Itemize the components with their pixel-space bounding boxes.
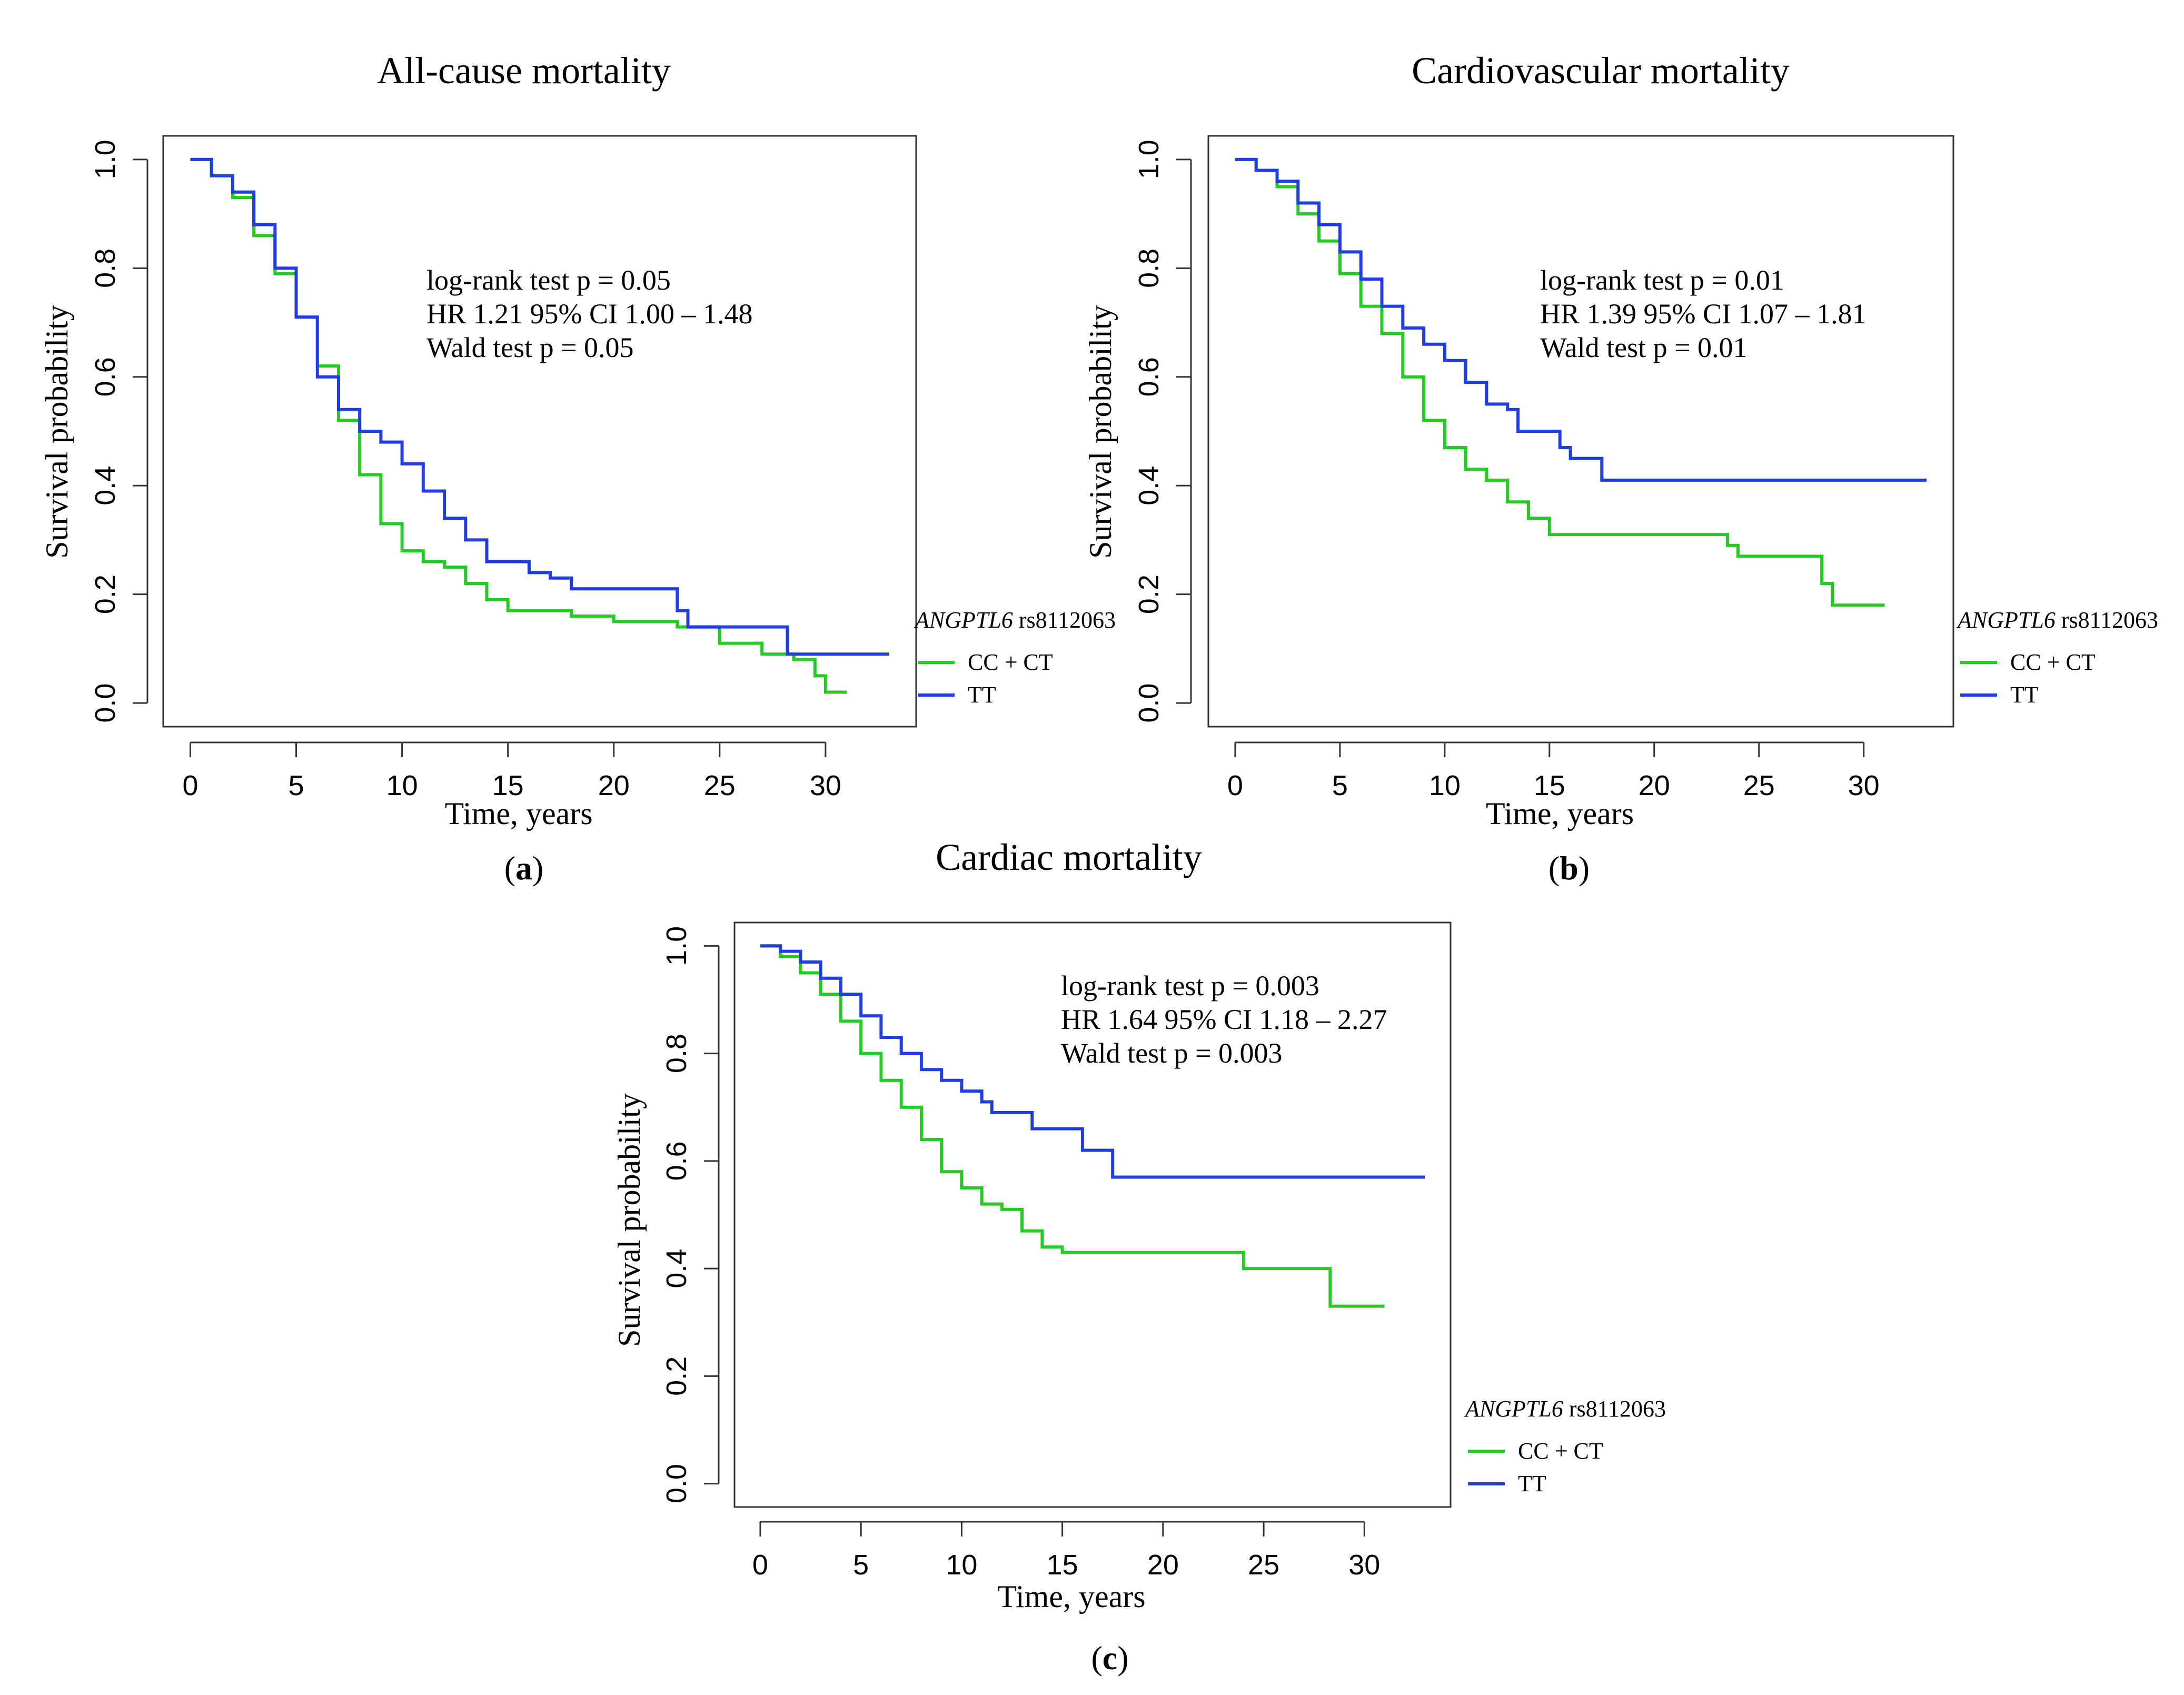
x-tick-label: 5	[853, 1549, 869, 1581]
plot-frame	[162, 135, 917, 728]
legend-entry: TT	[1518, 1471, 1546, 1496]
legend-entry: CC + CT	[968, 649, 1053, 675]
y-tick-label: 0.8	[661, 1034, 692, 1073]
series-line-cc-ct	[1235, 157, 1885, 607]
y-tick-label: 0.4	[661, 1249, 692, 1288]
legend: ANGPTL6 rs8112063 CC + CT TT	[1464, 1396, 1666, 1496]
chart-title: Cardiac mortality	[936, 836, 1202, 878]
y-tick-label: 0.2	[1133, 574, 1165, 614]
panel-label: (b)	[1548, 849, 1590, 887]
annotation-line: HR 1.21 95% CI 1.00 – 1.48	[426, 298, 753, 330]
y-tick-label: 0.8	[90, 249, 121, 288]
legend-entry: CC + CT	[1518, 1438, 1603, 1464]
x-tick-label: 25	[1248, 1549, 1279, 1581]
legend: ANGPTL6 rs8112063 CC + CT TT	[1956, 607, 2158, 708]
panel-b: Cardiovascular mortality 0 5 10 15 20 25 30 Time…	[1083, 49, 2158, 887]
annotation-line: log-rank test p = 0.05	[426, 264, 671, 296]
annotation-line: HR 1.39 95% CI 1.07 – 1.81	[1540, 298, 1867, 330]
x-tick-label: 0	[1227, 770, 1243, 801]
legend-entry: TT	[2010, 682, 2039, 708]
x-tick-label: 10	[946, 1549, 977, 1581]
x-tick-label: 15	[1534, 770, 1565, 801]
y-tick-label: 0.2	[661, 1356, 692, 1396]
legend-title: ANGPTL6 rs8112063	[1464, 1396, 1666, 1422]
legend-entry: CC + CT	[2010, 649, 2096, 675]
x-tick-label: 20	[598, 770, 630, 801]
annotation-line: log-rank test p = 0.003	[1061, 970, 1319, 1002]
series-line-tt	[1235, 157, 1927, 482]
y-tick-label: 0.6	[1133, 357, 1165, 397]
y-tick-label: 0.6	[90, 357, 121, 397]
y-axis-label: Survival probability	[1083, 305, 1118, 559]
x-tick-label: 20	[1147, 1549, 1179, 1581]
x-tick-label: 25	[1743, 770, 1775, 801]
legend-entry: TT	[968, 682, 996, 708]
legend-title: ANGPTL6 rs8112063	[914, 607, 1116, 633]
y-tick-label: 0.4	[90, 466, 121, 505]
x-tick-label: 25	[704, 770, 736, 801]
x-tick-label: 20	[1639, 770, 1670, 801]
annotation-line: Wald test p = 0.003	[1061, 1037, 1283, 1069]
annotation-line: Wald test p = 0.05	[426, 332, 634, 363]
annotation-line: log-rank test p = 0.01	[1540, 264, 1784, 296]
y-axis-label: Survival probability	[39, 305, 74, 559]
y-tick-label: 0.2	[90, 574, 121, 614]
x-tick-label: 10	[386, 770, 418, 801]
y-tick-label: 0.0	[90, 683, 121, 723]
x-tick-label: 30	[1848, 770, 1880, 801]
y-tick-label: 0.0	[1133, 683, 1165, 723]
x-axis-label: Time, years	[444, 796, 592, 831]
y-tick-label: 0.0	[661, 1464, 692, 1503]
panel-label: (c)	[1091, 1639, 1128, 1677]
x-tick-label: 5	[1332, 770, 1348, 801]
x-tick-label: 0	[182, 770, 198, 801]
x-tick-label: 15	[492, 770, 524, 801]
chart-title: Cardiovascular mortality	[1412, 49, 1790, 92]
x-tick-label: 30	[1348, 1549, 1380, 1581]
x-axis-label: Time, years	[1486, 796, 1634, 831]
x-axis-label: Time, years	[997, 1579, 1145, 1614]
x-tick-label: 0	[752, 1549, 768, 1581]
y-tick-label: 1.0	[90, 140, 121, 179]
y-tick-label: 1.0	[1133, 140, 1165, 179]
panel-label: (a)	[504, 849, 544, 887]
series-line-tt	[760, 944, 1425, 1179]
series-line-cc-ct	[760, 944, 1385, 1308]
plot-frame	[733, 921, 1452, 1508]
y-tick-label: 1.0	[661, 926, 692, 966]
legend-title: ANGPTL6 rs8112063	[1956, 607, 2158, 633]
y-tick-label: 0.8	[1133, 249, 1165, 288]
y-tick-label: 0.6	[661, 1141, 692, 1181]
x-tick-label: 30	[810, 770, 841, 801]
legend: ANGPTL6 rs8112063 CC + CT TT	[914, 607, 1116, 708]
series-line-tt	[190, 157, 889, 656]
annotation-line: Wald test p = 0.01	[1540, 332, 1748, 363]
panel-a: All-cause mortality 0 5 10 15 20 25 30 Time, yea…	[39, 49, 1116, 887]
y-tick-label: 0.4	[1133, 466, 1165, 505]
x-tick-label: 10	[1429, 770, 1461, 801]
annotation-line: HR 1.64 95% CI 1.18 – 2.27	[1061, 1004, 1387, 1035]
panel-c: Cardiac mortality 0 5 10 15 20 25 30 Time, years…	[612, 836, 1666, 1677]
chart-title: All-cause mortality	[377, 49, 671, 92]
plot-frame	[1207, 135, 1954, 728]
y-axis-label: Survival probability	[612, 1093, 647, 1347]
x-tick-label: 5	[289, 770, 304, 801]
x-tick-label: 15	[1047, 1549, 1078, 1581]
